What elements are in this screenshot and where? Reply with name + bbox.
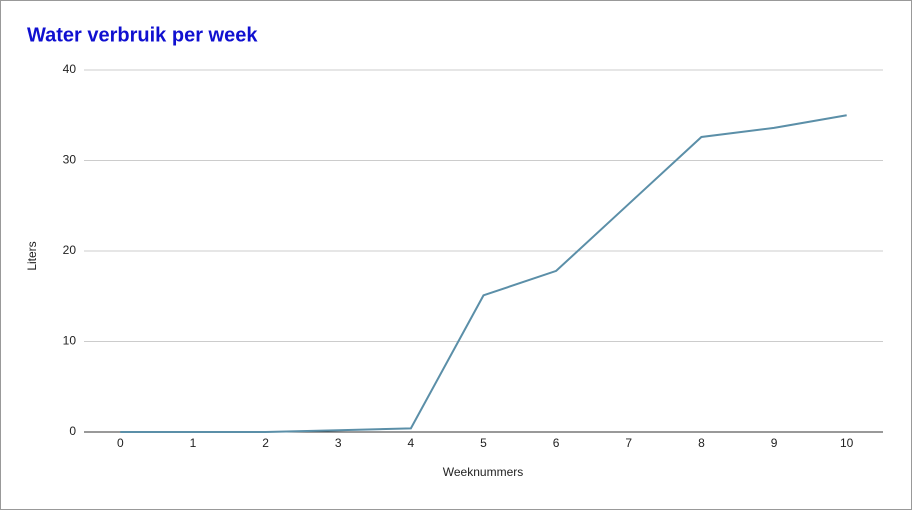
y-tick-label: 30 — [63, 153, 77, 167]
data-line — [120, 114, 847, 433]
x-tick-label: 2 — [262, 436, 269, 450]
x-tick-label: 9 — [771, 436, 778, 450]
x-axis-label: Weeknummers — [443, 465, 523, 479]
y-tick-label: 20 — [63, 243, 77, 257]
x-tick-label: 3 — [335, 436, 342, 450]
x-tick-label: 1 — [190, 436, 197, 450]
x-tick-label: 6 — [553, 436, 560, 450]
y-axis-label: Liters — [25, 241, 39, 270]
x-tick-label: 8 — [698, 436, 705, 450]
x-tick-label: 0 — [117, 436, 124, 450]
y-tick-label: 40 — [63, 62, 77, 76]
chart-title: Water verbruik per week — [27, 24, 258, 46]
x-tick-label: 10 — [840, 436, 854, 450]
y-tick-label: 10 — [63, 334, 77, 348]
x-tick-label: 4 — [408, 436, 415, 450]
x-tick-label: 7 — [625, 436, 632, 450]
y-tick-label: 0 — [69, 424, 76, 438]
x-tick-label: 5 — [480, 436, 487, 450]
